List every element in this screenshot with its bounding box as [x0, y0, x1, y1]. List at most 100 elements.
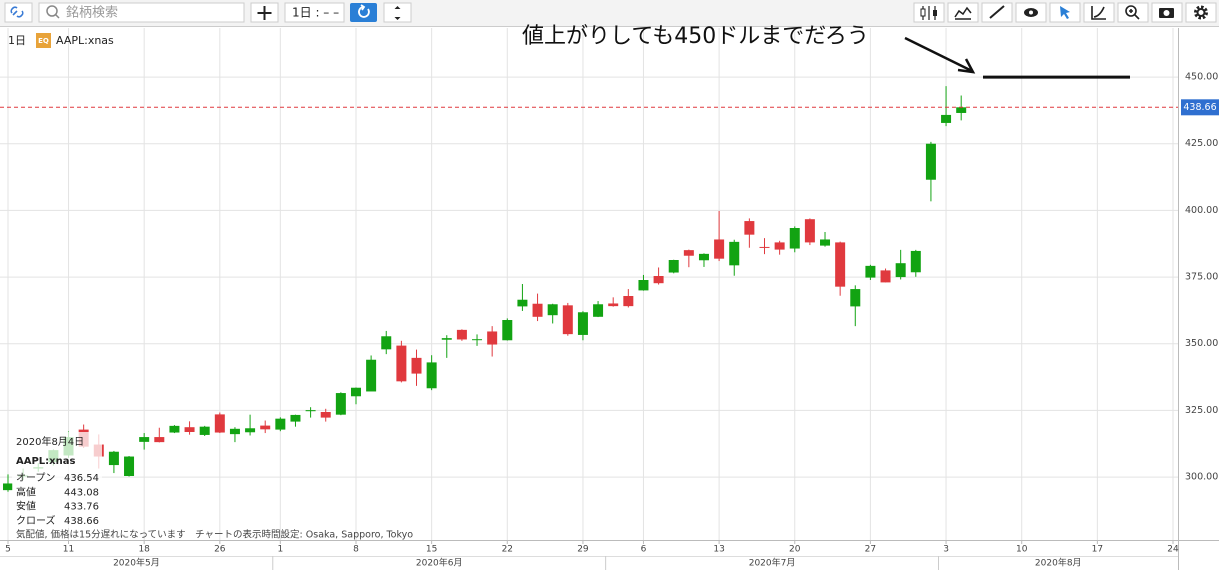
x-tick-label: 8 — [353, 545, 359, 555]
last-price-box — [1181, 99, 1219, 116]
x-tick-label: 22 — [502, 545, 513, 555]
candle-body — [275, 418, 286, 430]
grid-layer: 300.00 325.00 350.00 375.00 400.00 425.00 450.… — [0, 28, 1219, 570]
x-tick-label: 15 — [426, 545, 437, 555]
candle-body — [895, 263, 906, 278]
x-tick-label: 3 — [943, 545, 949, 555]
candle-body — [305, 410, 316, 412]
candle-body — [532, 303, 543, 317]
x-tick-label: 20 — [789, 545, 801, 555]
link-button[interactable] — [4, 2, 33, 23]
y-tick-label: 300.00 — [1185, 472, 1218, 483]
interval-label: 1日 — [8, 34, 26, 47]
footer-note: 気配値, 価格は15分遅れになっています チャートの表示時間設定: Osaka,… — [16, 529, 413, 541]
candle-body — [850, 289, 861, 307]
x-tick-label: 10 — [1016, 545, 1028, 555]
badge — [36, 33, 51, 48]
candle-body — [472, 339, 483, 341]
search-icon — [46, 5, 58, 17]
candle-body — [3, 483, 13, 491]
candle-body — [229, 428, 240, 435]
x-tick-label: 27 — [865, 545, 876, 555]
x-tick-label: 29 — [577, 545, 589, 555]
tooltip-row-value: 438.66 — [64, 516, 99, 527]
tooltip-row-value: 433.76 — [64, 502, 99, 513]
candle-body — [547, 304, 558, 316]
search-placeholder: 銘柄検索 — [66, 6, 118, 21]
candle-body — [260, 425, 271, 430]
candle-icon — [933, 10, 937, 16]
tooltip-row-label: オープン — [16, 472, 55, 484]
search-icon — [54, 13, 60, 19]
tooltip-row-label: 安値 — [16, 500, 36, 513]
candle-body — [214, 414, 225, 433]
x-tick-label: 18 — [138, 545, 150, 555]
candle-body — [925, 143, 936, 180]
tooltip-row-label: 高値 — [16, 485, 36, 498]
candle-body — [108, 451, 119, 466]
candle-body — [562, 305, 573, 335]
y-tick-label: 325.00 — [1185, 405, 1218, 416]
x-tick-label: 26 — [214, 545, 226, 555]
candle-body — [184, 427, 195, 432]
candle-body — [290, 414, 301, 422]
candle-body — [774, 242, 785, 250]
annotation-text: 値上がりしても450ドルまでだろう — [522, 24, 869, 49]
refresh-icon — [358, 4, 370, 18]
candle-body — [835, 242, 846, 287]
refresh-button[interactable] — [350, 3, 377, 22]
candle-body — [608, 303, 619, 307]
plot-area — [0, 28, 1178, 540]
candle-body — [350, 387, 361, 397]
settings-tool[interactable] — [1185, 2, 1217, 23]
candle-body — [411, 357, 422, 374]
candle-body — [880, 270, 891, 283]
annotation-arrow — [904, 36, 976, 74]
gear-icon — [1194, 5, 1208, 20]
y-tick-label: 375.00 — [1185, 272, 1218, 283]
zoom-tool[interactable] — [1117, 2, 1149, 23]
candle-body — [623, 296, 634, 307]
cursor-icon — [1060, 6, 1070, 19]
month-label: 2020年8月 — [1035, 557, 1082, 569]
month-label: 2020年7月 — [749, 557, 796, 569]
candle-body — [335, 393, 346, 415]
candle-body — [139, 437, 150, 442]
candle-body — [593, 304, 604, 317]
candle-body — [487, 331, 498, 345]
tooltip-row-value: 436.54 — [64, 473, 99, 484]
tooltip-row-value: 443.08 — [64, 487, 99, 498]
more-button[interactable] — [383, 2, 412, 23]
candle-body — [956, 107, 967, 113]
candle-body — [744, 221, 755, 235]
candle-body — [804, 219, 815, 243]
badge-text: EQ — [38, 37, 49, 45]
candle-body — [820, 239, 831, 246]
search-box[interactable] — [38, 2, 245, 23]
interval-text: 1日 : – – — [292, 6, 339, 20]
last-price-label: 438.66 — [1183, 102, 1216, 113]
candle-body — [154, 437, 165, 443]
candle-icon — [920, 8, 926, 17]
zoom-icon — [1125, 5, 1137, 17]
tooltip-panel — [12, 432, 102, 528]
candle-body — [668, 260, 679, 273]
month-label: 2020年5月 — [113, 557, 160, 569]
camera-icon — [1163, 10, 1170, 16]
candle-body — [759, 246, 770, 248]
line-icon — [989, 5, 1005, 19]
candle-body — [169, 425, 180, 433]
candle-body — [865, 265, 876, 278]
gear-icon — [1196, 8, 1206, 17]
x-tick-label: 5 — [5, 545, 11, 555]
y-tick-label: 400.00 — [1185, 205, 1218, 216]
more-icon — [394, 6, 401, 20]
overlay-layer: 438.66 2020年8月4日 AAPL:xnas オープン 436.54 高値 443.… — [0, 75, 1219, 541]
x-tick-label: 6 — [641, 545, 647, 555]
tooltip-symbol: AAPL:xnas — [16, 456, 75, 467]
candle-body — [577, 312, 588, 335]
interval-button[interactable] — [284, 2, 345, 23]
month-label: 2020年6月 — [416, 557, 463, 569]
